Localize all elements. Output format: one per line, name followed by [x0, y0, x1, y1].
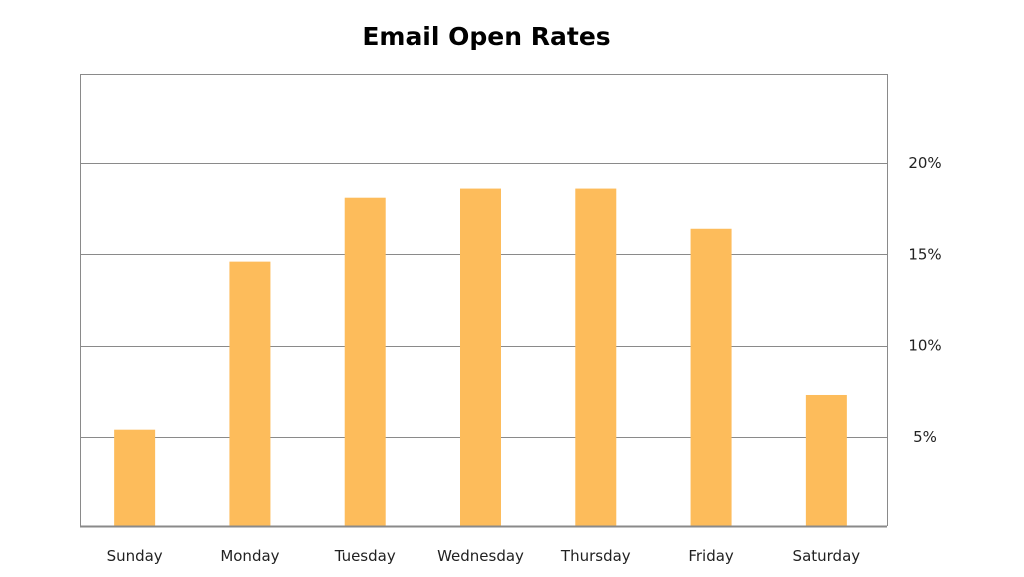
bar-sunday	[114, 429, 156, 526]
plot-frame	[80, 74, 888, 528]
bar-tuesday	[344, 197, 386, 526]
x-category-label-wednesday: Wednesday	[437, 547, 524, 565]
bar-friday	[690, 228, 732, 526]
x-category-label-sunday: Sunday	[107, 547, 163, 565]
x-category-label-thursday: Thursday	[560, 547, 631, 565]
y-tick-label-5: 5%	[913, 428, 937, 446]
bar-saturday	[805, 394, 847, 526]
bar-wednesday	[460, 188, 501, 526]
chart-title: Email Open Rates	[362, 22, 611, 51]
bar-thursday	[575, 188, 617, 526]
y-tick-label-10: 10%	[908, 337, 941, 355]
y-axis-ticks: 5% 10% 15% 20%	[908, 154, 941, 446]
bar-monday	[229, 261, 271, 526]
x-category-label-tuesday: Tuesday	[334, 547, 396, 565]
bars	[114, 188, 847, 526]
y-tick-label-20: 20%	[908, 154, 941, 172]
x-category-label-friday: Friday	[688, 547, 734, 565]
y-tick-label-15: 15%	[908, 245, 941, 263]
x-axis-categories: Sunday Monday Tuesday Wednesday Thursday Frid…	[107, 547, 861, 565]
x-category-label-saturday: Saturday	[793, 547, 861, 565]
x-category-label-monday: Monday	[220, 547, 279, 565]
